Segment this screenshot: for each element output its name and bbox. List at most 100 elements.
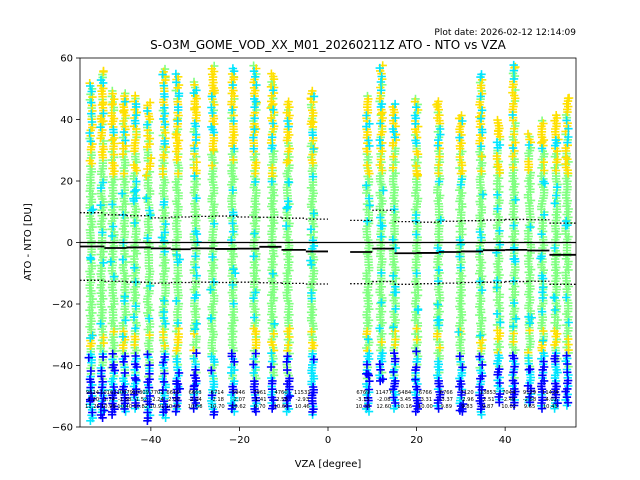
data-point <box>190 325 200 334</box>
data-point <box>390 349 399 358</box>
stat-labels: 9624-1.2011.2510162-1.7410.9910079-1.581… <box>85 390 559 410</box>
data-point <box>306 225 316 234</box>
data-point <box>391 304 400 314</box>
data-point <box>455 152 464 162</box>
data-point <box>172 296 181 306</box>
data-point <box>388 163 398 172</box>
data-point <box>561 216 571 226</box>
data-point <box>478 360 487 370</box>
data-point <box>192 194 201 203</box>
data-point <box>509 74 519 84</box>
data-point <box>411 161 421 171</box>
data-point <box>250 103 259 112</box>
y-tick-label: −20 <box>52 300 73 311</box>
data-point <box>175 384 184 393</box>
data-point <box>550 199 559 208</box>
scatter-bin <box>157 64 171 422</box>
data-point <box>509 329 518 338</box>
data-point <box>267 349 276 358</box>
data-point <box>285 391 295 401</box>
data-point <box>210 219 219 228</box>
data-point <box>110 95 119 104</box>
data-point <box>493 115 502 125</box>
data-point <box>538 274 548 283</box>
data-point <box>563 398 573 407</box>
data-point <box>174 368 184 378</box>
data-point <box>120 390 129 400</box>
stat-label-std: 10.46 <box>295 404 310 410</box>
data-point <box>172 354 182 364</box>
data-point <box>377 86 386 95</box>
stat-label-n: 7961 <box>253 390 266 396</box>
data-point <box>190 381 199 390</box>
scatter-bin <box>142 98 156 425</box>
data-point <box>98 142 108 151</box>
data-point <box>143 397 152 406</box>
data-point <box>551 166 561 175</box>
stat-label-n: 6769 <box>356 390 369 396</box>
data-point <box>389 393 398 402</box>
data-point <box>550 305 560 315</box>
data-point <box>173 152 183 162</box>
data-point <box>307 288 316 298</box>
data-point <box>146 154 156 163</box>
data-point <box>563 169 573 178</box>
data-point <box>478 190 488 199</box>
data-point <box>228 382 237 391</box>
data-point <box>390 288 399 297</box>
data-point <box>309 118 318 127</box>
data-point <box>172 78 181 87</box>
data-point <box>160 296 169 305</box>
data-point <box>98 377 107 386</box>
data-point <box>251 349 260 358</box>
data-point <box>536 254 545 263</box>
data-point <box>285 324 294 333</box>
data-point <box>552 191 561 200</box>
data-point <box>527 313 536 322</box>
data-point <box>562 351 571 360</box>
data-point <box>120 97 130 106</box>
data-point <box>308 349 317 358</box>
data-point <box>160 103 169 112</box>
data-point <box>454 327 463 337</box>
data-point <box>475 277 485 286</box>
data-point <box>98 228 107 237</box>
data-point <box>107 108 117 118</box>
scatter-bin <box>388 99 401 413</box>
data-point <box>477 81 486 90</box>
data-point <box>250 404 259 414</box>
data-point <box>478 335 487 345</box>
data-point <box>412 230 421 239</box>
stat-label-mean: -2.51 <box>481 397 494 403</box>
data-point <box>172 379 181 388</box>
data-point <box>88 331 97 340</box>
stat-label-n: 7120 <box>460 390 473 396</box>
data-point <box>365 349 374 358</box>
data-point <box>86 137 95 146</box>
data-point <box>158 164 167 173</box>
data-point <box>119 382 128 391</box>
data-point <box>524 365 534 374</box>
data-point <box>509 221 518 230</box>
data-point <box>268 376 277 386</box>
data-point <box>190 171 199 181</box>
data-point <box>362 360 372 369</box>
data-point <box>207 64 217 73</box>
data-point <box>99 333 108 342</box>
scatter-bin <box>189 77 202 413</box>
data-point <box>143 350 152 359</box>
scatter-bin <box>375 61 388 386</box>
data-point <box>209 146 218 155</box>
stat-label-n: 4760 <box>274 390 287 396</box>
data-point <box>564 93 574 103</box>
data-point <box>249 67 259 76</box>
data-point <box>391 335 400 344</box>
stat-label-std: 10.43 <box>543 404 558 410</box>
data-point <box>412 347 421 356</box>
y-axis-label: ATO - NTO [DU] <box>23 203 34 281</box>
data-point <box>285 374 294 383</box>
data-point <box>375 135 384 145</box>
data-point <box>251 288 260 297</box>
data-point <box>191 252 200 261</box>
data-point <box>108 99 117 109</box>
